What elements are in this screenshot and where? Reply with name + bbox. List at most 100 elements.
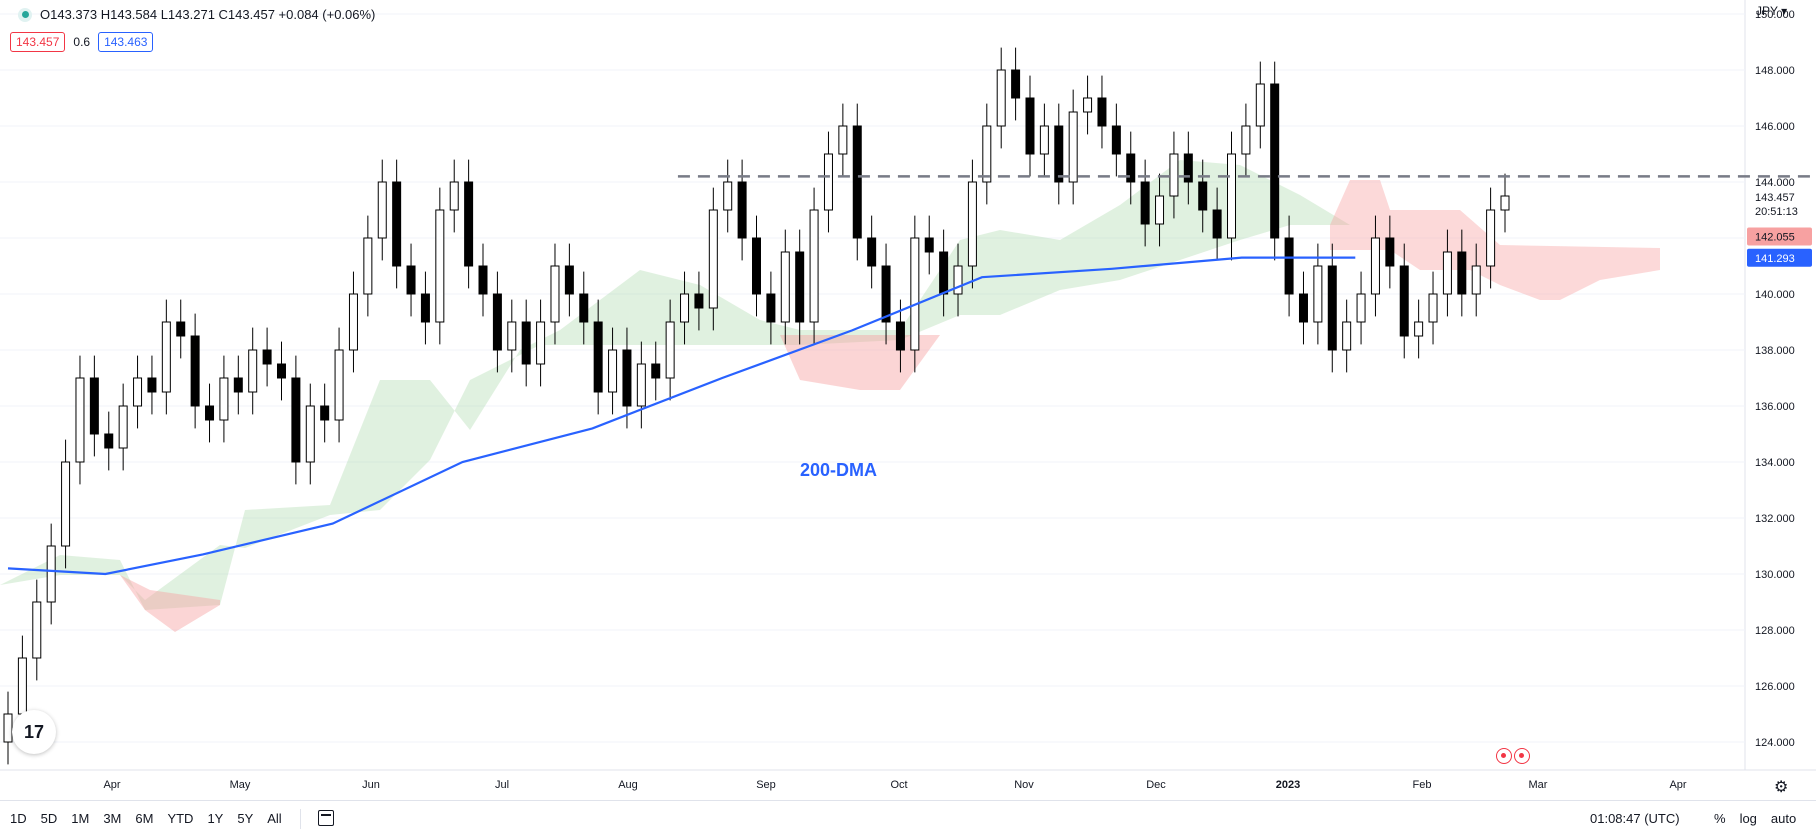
candle-body <box>248 349 258 393</box>
timeframe-1y[interactable]: 1Y <box>207 811 224 826</box>
candle-body <box>507 321 517 351</box>
x-tick-label: Mar <box>1529 779 1548 791</box>
candle-body <box>838 125 848 155</box>
currency-label: JPY <box>1756 4 1778 18</box>
y-tick-label: 144.000 <box>1755 177 1795 189</box>
candle-body <box>1212 209 1222 239</box>
candle-body <box>881 265 891 323</box>
last-price-label: 143.457 <box>1755 192 1795 204</box>
event-marker-icon[interactable] <box>1514 748 1530 764</box>
candle-body <box>982 125 992 183</box>
event-marker-icon[interactable] <box>1496 748 1512 764</box>
price-label-text: 141.293 <box>1755 253 1795 265</box>
candle-body <box>823 153 833 211</box>
candle-body <box>636 363 646 407</box>
candle-body <box>17 657 27 715</box>
candle-body <box>579 293 589 323</box>
y-tick-label: 128.000 <box>1755 625 1795 637</box>
candle-body <box>1442 251 1452 295</box>
candle-body <box>694 293 704 309</box>
candle-body <box>939 251 949 295</box>
event-markers[interactable] <box>1496 748 1530 764</box>
candle-body <box>392 181 402 267</box>
candle-body <box>1183 153 1193 183</box>
percent-scale-button[interactable]: % <box>1714 811 1726 826</box>
price-label-box <box>1747 248 1812 267</box>
candle-body <box>147 377 157 393</box>
price-chart[interactable]: 124.000 126.000 128.000 130.000 132.000 134.0… <box>0 0 1816 800</box>
settings-gear-icon[interactable]: ⚙ <box>1774 779 1789 796</box>
candle-body <box>1370 237 1380 295</box>
candle-body <box>1227 153 1237 239</box>
candle-body <box>1083 97 1093 113</box>
y-tick-label: 136.000 <box>1755 401 1795 413</box>
x-tick-label: Dec <box>1146 779 1166 791</box>
y-tick-label: 150.000 <box>1755 9 1795 21</box>
candle-body <box>1313 265 1323 323</box>
ask-price-box[interactable]: 143.463 <box>98 32 154 52</box>
candle-body <box>1284 237 1294 295</box>
candle-body <box>1298 293 1308 323</box>
candle-body <box>1054 125 1064 183</box>
candle-body <box>1241 125 1251 155</box>
candle-body <box>1155 195 1165 225</box>
timeframe-ytd[interactable]: YTD <box>167 811 194 826</box>
candle-body <box>622 349 632 407</box>
x-tick-label: Apr <box>103 779 120 791</box>
log-scale-button[interactable]: log <box>1739 811 1757 826</box>
candle-body <box>1039 125 1049 155</box>
candle-body <box>133 377 143 407</box>
candle-body <box>363 237 373 295</box>
candle-body <box>852 125 862 239</box>
candle-body <box>348 293 358 351</box>
timeframe-3m[interactable]: 3M <box>103 811 122 826</box>
candle-body <box>780 251 790 323</box>
auto-scale-button[interactable]: auto <box>1770 811 1797 826</box>
x-tick-label: Nov <box>1014 779 1034 791</box>
timeframe-5d[interactable]: 5D <box>40 811 58 826</box>
candle-body <box>233 377 243 393</box>
utc-clock[interactable]: 01:08:47 (UTC) <box>1590 811 1680 826</box>
timeframe-5y[interactable]: 5Y <box>237 811 254 826</box>
candle-body <box>377 181 387 239</box>
candle-body <box>478 265 488 295</box>
candle-body <box>161 321 171 393</box>
tradingview-logo[interactable]: 17 <box>12 710 56 754</box>
candle-body <box>190 335 200 407</box>
bid-price-box[interactable]: 143.457 <box>10 32 66 52</box>
timeframe-6m[interactable]: 6M <box>135 811 154 826</box>
y-tick-label: 134.000 <box>1755 457 1795 469</box>
candle-body <box>1111 125 1121 155</box>
candle-body <box>89 377 99 435</box>
candle-body <box>1428 293 1438 323</box>
candle-body <box>1126 153 1136 183</box>
calendar-icon[interactable] <box>318 810 334 826</box>
candle-body <box>118 405 128 449</box>
candle-body <box>665 321 675 379</box>
candle-body <box>1414 321 1424 337</box>
x-tick-label: Feb <box>1413 779 1432 791</box>
candle-body <box>795 251 805 323</box>
candle-body <box>464 181 474 267</box>
candle-body <box>305 405 315 463</box>
candle-body <box>291 377 301 463</box>
y-tick-label: 124.000 <box>1755 737 1795 749</box>
candle-body <box>536 321 546 365</box>
timeframe-1d[interactable]: 1D <box>10 811 27 826</box>
x-tick-label: May <box>230 779 251 791</box>
candle-body <box>766 293 776 323</box>
candle-body <box>1486 209 1496 267</box>
candle-body <box>61 461 71 547</box>
candle-body <box>104 433 114 449</box>
candle-body <box>867 237 877 267</box>
y-tick-label: 140.000 <box>1755 289 1795 301</box>
timeframe-1m[interactable]: 1M <box>71 811 90 826</box>
candle-body <box>809 209 819 323</box>
toolbar-divider <box>300 809 301 829</box>
x-tick-label: Jun <box>362 779 380 791</box>
y-tick-label: 138.000 <box>1755 345 1795 357</box>
timeframe-all[interactable]: All <box>267 811 282 826</box>
currency-selector[interactable]: JPY ▾ <box>1756 4 1788 18</box>
price-label-text: 142.055 <box>1755 231 1795 243</box>
candle-body <box>1011 69 1021 99</box>
